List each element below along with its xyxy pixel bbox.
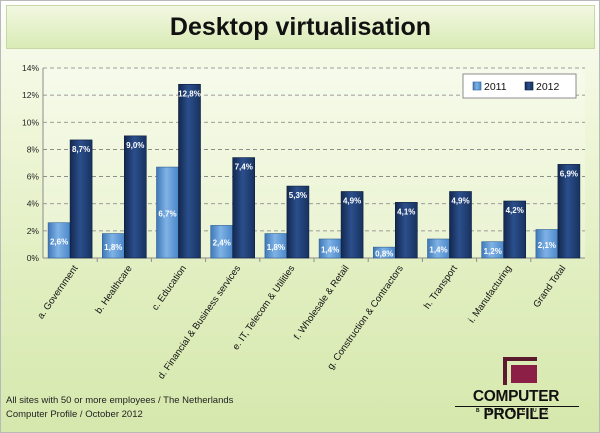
x-category-label: i. Manufacturing (466, 263, 514, 325)
plot-area: 0% 2% 4% 6% 8% 10% 12% 14% 2,6% 8,7% a. Government… (22, 63, 585, 381)
data-label-2011: 2,4% (213, 239, 231, 248)
bar-2012 (503, 200, 527, 259)
data-label-2012: 4,9% (451, 197, 469, 206)
logo-brand-text: COMPUTER PROFILE (472, 388, 560, 423)
legend-box (462, 73, 577, 99)
bar-2012 (178, 83, 201, 259)
data-label-2011: 0,8% (375, 250, 393, 259)
computer-profile-logo: COMPUTER PROFILE BENELUX (449, 355, 589, 427)
bar-2012 (69, 139, 93, 259)
y-tick-label: 4% (27, 199, 40, 209)
footnote-line-1: All sites with 50 or more employees / Th… (6, 395, 234, 406)
data-label-2011: 1,8% (267, 243, 285, 252)
data-label-2011: 6,7% (158, 210, 176, 219)
bar-2012 (340, 191, 364, 259)
data-label-2012: 9,0% (126, 141, 144, 150)
x-category-label: b. Healthcare (93, 263, 134, 316)
data-label-2012: 4,9% (343, 197, 361, 206)
data-label-2011: 1,4% (321, 246, 339, 255)
data-label-2012: 6,9% (560, 169, 578, 178)
data-label-2012: 7,4% (235, 163, 253, 172)
footnote-line-2: Computer Profile / October 2012 (6, 409, 143, 420)
data-label-2012: 5,3% (289, 191, 307, 200)
data-label-2011: 1,4% (429, 246, 447, 255)
bar-2012 (286, 185, 310, 259)
data-label-2012: 8,7% (72, 145, 90, 154)
y-tick-label: 6% (27, 172, 40, 182)
y-tick-label: 12% (22, 90, 39, 100)
data-label-2011: 2,6% (50, 237, 68, 246)
legend-label-2011: 2011 (484, 81, 507, 93)
bar-2012 (449, 191, 472, 259)
y-tick-label: 8% (27, 144, 40, 154)
logo-sub-text: BENELUX (476, 408, 556, 414)
logo-rule (455, 406, 579, 407)
y-tick-label: 14% (22, 63, 39, 73)
x-category-label: e. IT, Telecom & Utilities (231, 263, 298, 352)
legend-swatch-2012 (524, 81, 534, 91)
y-tick-label: 0% (27, 253, 40, 263)
x-category-label: f. Wholesale & Retail (292, 263, 352, 342)
bar-2012 (394, 202, 418, 259)
x-category-label: c. Education (150, 263, 189, 312)
title-box: Desktop virtualisation (6, 5, 595, 49)
footnote: All sites with 50 or more employees / Th… (6, 394, 233, 422)
logo-mark-icon (503, 357, 537, 385)
data-label-2011: 1,2% (484, 247, 502, 256)
x-category-label: h. Transport (422, 263, 460, 311)
data-label-2011: 1,8% (104, 243, 122, 252)
data-label-2012: 12,8% (178, 89, 201, 98)
legend-label-2012: 2012 (536, 81, 560, 93)
data-label-2012: 4,2% (506, 206, 524, 215)
x-category-label: Grand Total (531, 263, 568, 309)
data-label-2012: 4,1% (397, 207, 415, 216)
x-category-label: a. Government (36, 263, 81, 321)
bar-2012 (232, 157, 255, 259)
y-tick-label: 10% (22, 117, 39, 127)
chart-title: Desktop virtualisation (169, 12, 432, 41)
data-label-2011: 2,1% (538, 241, 556, 250)
legend-swatch-2011 (472, 81, 482, 91)
bar-2012 (124, 135, 147, 259)
bar-2012 (557, 164, 581, 259)
y-tick-label: 2% (27, 226, 40, 236)
